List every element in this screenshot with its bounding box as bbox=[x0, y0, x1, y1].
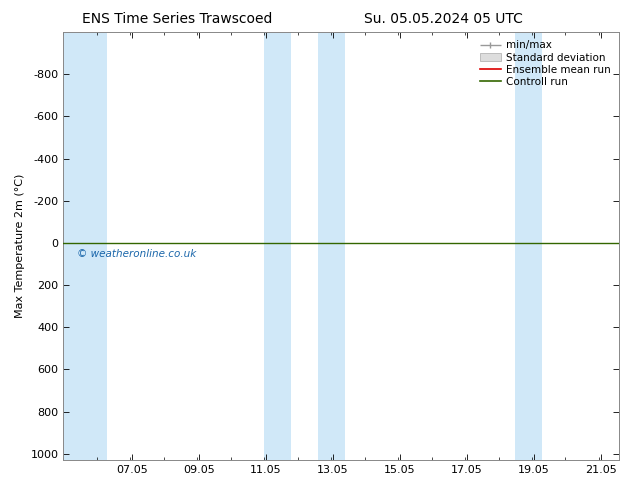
Bar bbox=[318, 32, 344, 460]
Bar bbox=[63, 32, 107, 460]
Legend: min/max, Standard deviation, Ensemble mean run, Controll run: min/max, Standard deviation, Ensemble me… bbox=[477, 37, 614, 90]
Text: Su. 05.05.2024 05 UTC: Su. 05.05.2024 05 UTC bbox=[365, 12, 523, 26]
Bar bbox=[515, 32, 542, 460]
Text: ENS Time Series Trawscoed: ENS Time Series Trawscoed bbox=[82, 12, 273, 26]
Bar bbox=[264, 32, 291, 460]
Text: © weatheronline.co.uk: © weatheronline.co.uk bbox=[77, 249, 197, 259]
Y-axis label: Max Temperature 2m (°C): Max Temperature 2m (°C) bbox=[15, 174, 25, 318]
